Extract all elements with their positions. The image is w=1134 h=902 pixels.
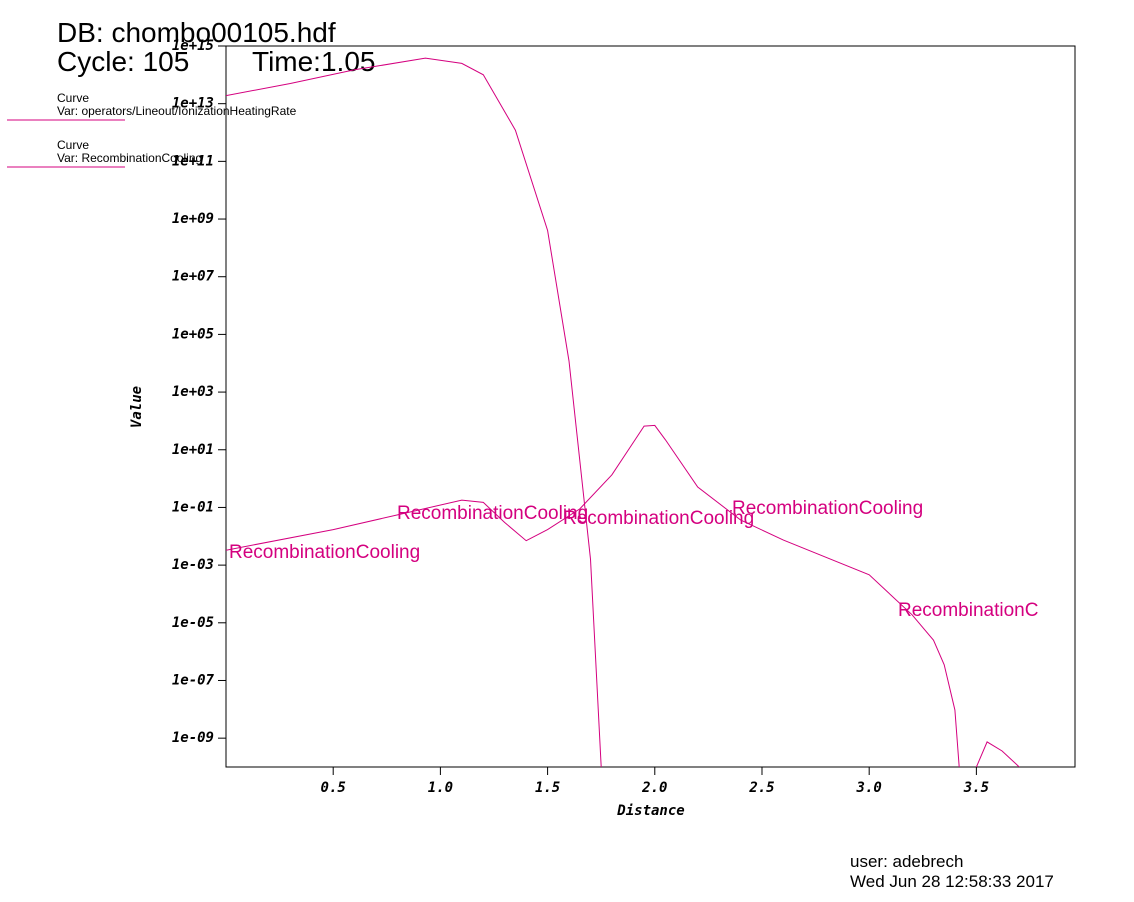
- db-title: DB: chombo00105.hdf: [57, 17, 336, 48]
- y-tick-label: 1e+15: [172, 38, 214, 54]
- time: Time:1.05: [252, 46, 375, 77]
- y-tick-label: 1e-05: [172, 615, 214, 631]
- y-tick-label: 1e+03: [172, 384, 214, 400]
- curve-annotation: RecombinationCooling: [397, 503, 588, 524]
- y-tick-label: 1e+07: [172, 269, 215, 285]
- y-tick-label: 1e+11: [172, 153, 214, 169]
- y-tick-label: 1e+13: [172, 96, 214, 112]
- series-line: [226, 57, 602, 767]
- series-line: [975, 741, 1020, 767]
- y-axis-label: Value: [129, 386, 145, 428]
- curve-annotation: RecombinationCooling: [732, 498, 923, 519]
- plot-area: [226, 57, 1020, 767]
- x-tick-label: 1.0: [428, 780, 453, 796]
- y-tick-label: 1e+01: [172, 442, 214, 458]
- user: user: adebrech: [850, 852, 963, 871]
- x-axis-label: Distance: [616, 803, 684, 819]
- x-tick-label: 3.0: [856, 780, 882, 796]
- x-tick-label: 3.5: [963, 780, 989, 796]
- x-tick-label: 2.5: [748, 780, 774, 796]
- x-tick-label: 1.5: [535, 780, 560, 796]
- legend-var: Var: RecombinationCooling: [57, 151, 202, 165]
- cycle: Cycle: 105: [57, 46, 189, 77]
- legend-var: Var: operators/Lineout/IonizationHeating…: [57, 104, 297, 118]
- date: Wed Jun 28 12:58:33 2017: [850, 872, 1054, 891]
- y-tick-label: 1e+05: [172, 326, 214, 342]
- curve-annotation: RecombinationCooling: [563, 508, 754, 529]
- x-tick-label: 0.5: [321, 780, 346, 796]
- y-tick-label: 1e-09: [172, 730, 214, 746]
- y-tick-label: 1e-07: [172, 672, 215, 688]
- legend-name: Curve: [57, 138, 89, 152]
- series-line: [226, 424, 960, 767]
- y-tick-label: 1e-01: [172, 499, 214, 515]
- plot-frame: [225, 45, 1076, 768]
- legend-name: Curve: [57, 91, 89, 105]
- y-tick-label: 1e+09: [172, 211, 214, 227]
- y-tick-label: 1e-03: [172, 557, 214, 573]
- x-tick-label: 2.0: [641, 780, 667, 796]
- curve-annotation: RecombinationCooling: [229, 542, 420, 563]
- curve-annotation: RecombinationC: [898, 600, 1038, 621]
